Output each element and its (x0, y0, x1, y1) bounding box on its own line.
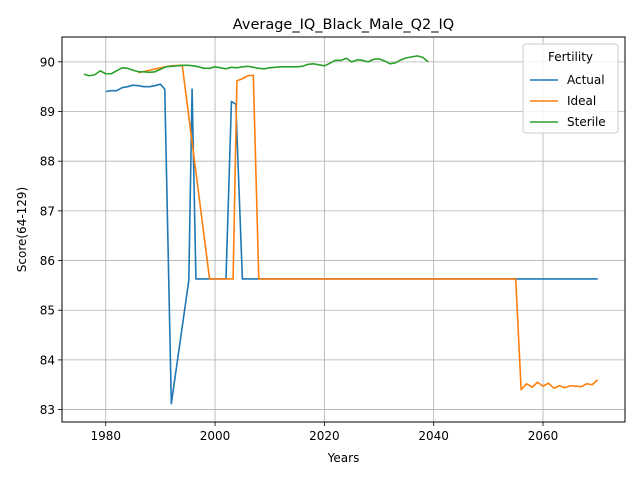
chart-title: Average_IQ_Black_Male_Q2_IQ (233, 17, 454, 33)
series-line-ideal (138, 64, 599, 391)
y-tick-label: 84 (40, 353, 55, 367)
series-line-sterile (83, 55, 429, 77)
y-tick-label: 83 (40, 403, 55, 417)
x-tick-label: 1980 (90, 429, 121, 443)
x-tick-label: 2040 (418, 429, 449, 443)
x-tick-label: 2000 (200, 429, 231, 443)
series-lines (83, 55, 599, 405)
legend-label-ideal: Ideal (567, 94, 596, 108)
y-tick-label: 90 (40, 55, 55, 69)
y-tick-label: 87 (40, 204, 55, 218)
y-axis-label: Score(64-129) (15, 187, 29, 272)
x-tick-label: 2020 (309, 429, 340, 443)
x-axis-label: Years (327, 451, 360, 465)
y-tick-label: 88 (40, 155, 55, 169)
series-line-actual (105, 83, 598, 405)
legend-title: Fertility (548, 50, 593, 64)
x-tick-label: 2060 (528, 429, 559, 443)
grid-lines (62, 37, 625, 422)
y-tick-label: 86 (40, 254, 55, 268)
legend-box (522, 43, 619, 134)
y-tick-label: 89 (40, 105, 55, 119)
legend-label-actual: Actual (567, 73, 605, 87)
legend-label-sterile: Sterile (567, 115, 606, 129)
plot-frame (61, 36, 626, 423)
y-axis-ticks: 83 84 85 86 87 88 89 90 (40, 55, 62, 417)
legend: Fertility Actual Ideal Sterile (522, 43, 619, 134)
y-tick-label: 85 (40, 304, 55, 318)
x-axis-ticks: 1980 2000 2020 2040 2060 (90, 422, 558, 443)
